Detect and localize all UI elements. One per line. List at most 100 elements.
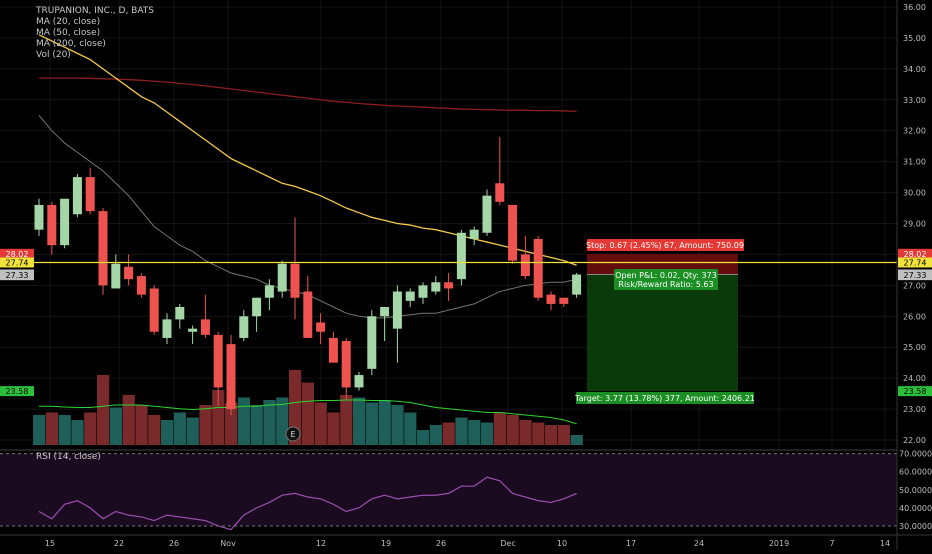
svg-text:23.58: 23.58	[6, 387, 29, 396]
volume-bar	[391, 405, 404, 445]
price-tag: 27.74	[898, 257, 932, 268]
candle	[418, 282, 428, 304]
price-tick-label: 29.00	[903, 220, 926, 229]
candle	[405, 288, 415, 308]
candle	[328, 331, 338, 363]
candle	[559, 297, 569, 308]
candle	[264, 279, 274, 311]
volume-bar	[148, 415, 161, 445]
volume-bar	[545, 425, 558, 445]
candle	[111, 254, 121, 289]
price-tick-label: 31.00	[903, 158, 926, 167]
volume-bars	[33, 370, 583, 445]
candle	[456, 229, 466, 286]
ma50-line	[38, 34, 577, 266]
symbol-title: TRUPANION, INC., D, BATS	[35, 6, 154, 16]
svg-text:23.58: 23.58	[904, 387, 927, 396]
volume-bar	[378, 400, 391, 445]
candle	[572, 272, 582, 298]
volume-bar	[404, 412, 417, 445]
volume-bar	[250, 405, 263, 445]
price-tick-label: 33.00	[903, 96, 926, 105]
candle	[431, 276, 441, 295]
indicator-ma50: MA (50, close)	[36, 28, 100, 38]
price-tick-label: 23.00	[903, 405, 926, 414]
chart-legend: TRUPANION, INC., D, BATS MA (20, close) …	[35, 6, 154, 60]
rsi-tick-label: 60.0000	[899, 468, 932, 477]
candle	[34, 198, 44, 236]
target-zone	[587, 274, 738, 392]
volume-bar	[506, 415, 519, 445]
candle	[482, 189, 492, 236]
volume-bar	[557, 425, 570, 445]
candle	[508, 204, 518, 264]
candle	[546, 291, 556, 311]
candle	[444, 272, 454, 301]
price-tick-label: 24.00	[903, 374, 926, 383]
time-tick-label: 26	[169, 539, 179, 548]
candle	[367, 310, 377, 376]
target-label-box: Target: 3.77 (13.78%) 377, Amount: 2406.…	[574, 392, 755, 404]
volume-bar	[340, 395, 353, 445]
volume-bar	[122, 395, 135, 445]
candle	[303, 276, 313, 338]
rsi-band	[0, 453, 897, 526]
svg-text:28.02: 28.02	[904, 250, 927, 259]
candle	[380, 307, 390, 342]
volume-bar	[276, 397, 289, 445]
volume-bar	[33, 415, 46, 445]
price-tag: 28.02	[898, 248, 932, 259]
volume-bar	[327, 412, 340, 445]
time-tick-label: 10	[557, 539, 567, 548]
volume-bar	[71, 420, 84, 445]
volume-bar	[161, 420, 174, 445]
chart-grid	[0, 0, 897, 535]
candle	[341, 337, 351, 400]
volume-bar	[109, 407, 122, 445]
time-tick-label: 26	[436, 539, 446, 548]
candle	[213, 331, 223, 406]
candlesticks	[34, 136, 582, 416]
volume-bar	[314, 402, 327, 445]
candle	[520, 235, 530, 280]
risk-reward-label: Risk/Reward Ratio: 5.63	[618, 280, 713, 289]
rsi-tick-label: 30.0000	[899, 522, 932, 531]
volume-bar	[263, 400, 276, 445]
indicator-ma20: MA (20, close)	[36, 17, 100, 27]
price-tag: 28.02	[0, 248, 34, 259]
time-tick-label: 14	[880, 539, 890, 548]
indicator-volume: Vol (20)	[36, 50, 71, 60]
volume-bar	[365, 402, 378, 445]
rsi-title: RSI (14, close)	[36, 452, 101, 462]
candle	[316, 313, 326, 345]
stop-label-box: Stop: 0.67 (2.45%) 67, Amount: 750.09	[586, 239, 744, 251]
stop-label: Stop: 0.67 (2.45%) 67, Amount: 750.09	[586, 241, 744, 250]
price-tick-label: 35.00	[903, 34, 926, 43]
candle	[162, 313, 172, 345]
price-tag: 23.58	[0, 386, 34, 397]
earnings-event-icon[interactable]: E	[285, 426, 301, 442]
candle	[533, 235, 543, 301]
time-tick-label: 7	[829, 539, 834, 548]
volume-bar	[301, 382, 314, 445]
target-label: Target: 3.77 (13.78%) 377, Amount: 2406.…	[574, 394, 755, 403]
candle	[98, 208, 108, 295]
time-tick-label: 22	[114, 539, 124, 548]
candle	[226, 334, 236, 416]
volume-bar	[289, 370, 302, 445]
volume-bar	[97, 375, 110, 445]
pnl-label: Open P&L: 0.02, Qty: 373	[615, 271, 717, 280]
candle	[72, 174, 82, 218]
rsi-panel	[0, 449, 897, 535]
time-axis[interactable]: 15 22 26 Nov 12 19 26 Dec 10 17 24 2019 7 14	[0, 534, 932, 548]
candle	[175, 303, 185, 329]
volume-bar	[468, 420, 481, 445]
time-tick-label: 15	[45, 539, 55, 548]
volume-bar	[173, 412, 186, 445]
long-position-tool[interactable]	[587, 253, 738, 392]
volume-bar	[481, 422, 494, 445]
volume-bar	[353, 397, 366, 445]
svg-text:27.74: 27.74	[6, 258, 29, 267]
